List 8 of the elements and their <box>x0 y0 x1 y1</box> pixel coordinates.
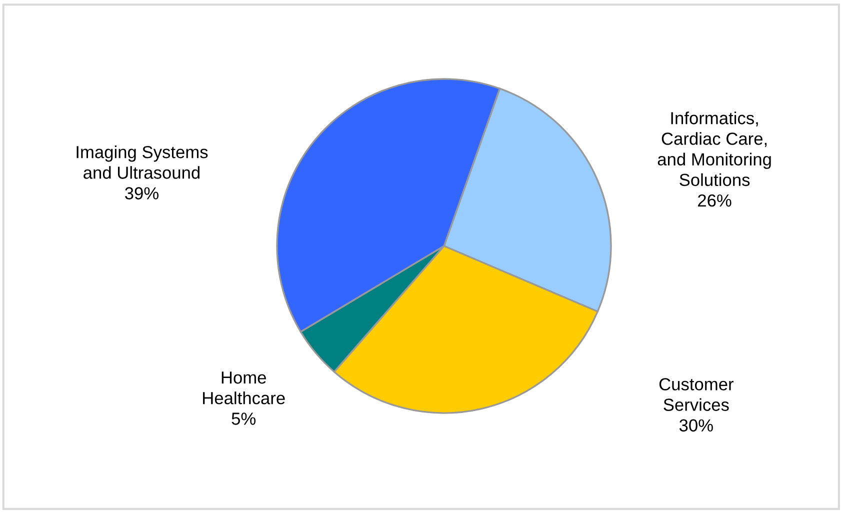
slice-label: Informatics, Cardiac Care, and Monitoring Solutions <box>658 112 771 186</box>
data-label: 5% <box>232 412 256 425</box>
slice-label: Imaging Systems and Ultrasound <box>76 146 208 179</box>
slice-label: Home Healthcare <box>203 372 285 404</box>
data-label: 26% <box>698 194 732 207</box>
slice-label: Customer Services <box>659 378 734 411</box>
data-label: 30% <box>679 419 713 432</box>
data-label: 39% <box>125 187 158 200</box>
